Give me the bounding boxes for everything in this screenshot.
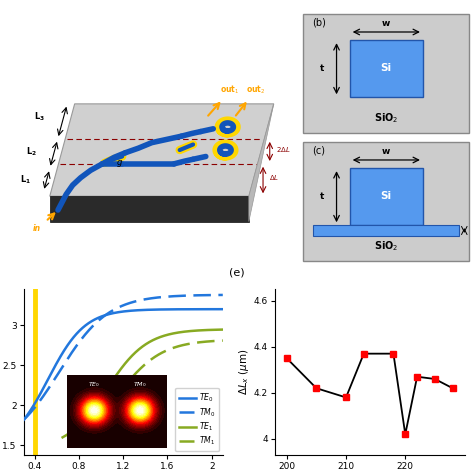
Polygon shape: [50, 104, 273, 196]
$TE_0$: [86, 320, 91, 326]
Text: $g$: $g$: [117, 158, 123, 170]
FancyBboxPatch shape: [303, 142, 469, 261]
Text: t: t: [319, 192, 324, 201]
Text: SiO$_2$: SiO$_2$: [374, 239, 399, 254]
$TE_0$: [45, 377, 51, 383]
Text: (b): (b): [312, 18, 326, 28]
$TE_1$: [146, 339, 152, 345]
Bar: [350, 168, 423, 225]
$TM_0$: [146, 296, 152, 301]
FancyBboxPatch shape: [303, 14, 469, 133]
$TE_1$: [164, 332, 170, 337]
Text: $\Delta L$: $\Delta L$: [269, 173, 280, 182]
Text: Si: Si: [381, 191, 392, 201]
$TE_1$: [100, 392, 105, 398]
$TM_1$: [146, 358, 152, 364]
$TE_1$: [165, 332, 171, 337]
Bar: [313, 225, 459, 236]
$TM_0$: [100, 314, 105, 320]
Text: w: w: [382, 147, 391, 156]
Bar: [350, 40, 423, 97]
Text: t: t: [319, 64, 324, 73]
Text: 2$\Delta L$: 2$\Delta L$: [276, 145, 291, 154]
$TE_1$: [220, 327, 226, 332]
Text: (e): (e): [229, 267, 245, 277]
$TM_1$: [165, 347, 171, 353]
$TM_0$: [86, 328, 91, 333]
$TM_1$: [220, 338, 226, 344]
$TM_0$: [45, 387, 51, 392]
Text: (c): (c): [312, 146, 325, 156]
Line: $TE_1$: $TE_1$: [63, 329, 223, 438]
$TM_1$: [164, 347, 170, 353]
Text: $\mathbf{L_3}$: $\mathbf{L_3}$: [34, 110, 46, 123]
Text: SiO$_2$: SiO$_2$: [374, 111, 399, 126]
$TE_0$: [21, 417, 27, 423]
$TM_0$: [220, 292, 226, 298]
Legend: $TE_0$, $TM_0$, $TE_1$, $TM_1$: $TE_0$, $TM_0$, $TE_1$, $TM_1$: [175, 388, 219, 451]
Text: out$_2$: out$_2$: [246, 83, 265, 96]
Line: $TM_1$: $TM_1$: [82, 341, 223, 431]
$TM_1$: [100, 410, 105, 416]
Y-axis label: $\Delta L_x$ ($\mu$m): $\Delta L_x$ ($\mu$m): [237, 349, 251, 395]
$TE_1$: [86, 412, 91, 418]
$TM_1$: [86, 423, 91, 429]
Text: out$_1$: out$_1$: [220, 83, 239, 96]
$TE_0$: [100, 313, 105, 319]
Polygon shape: [249, 104, 273, 221]
$TE_0$: [164, 307, 170, 312]
$TM_0$: [165, 294, 171, 300]
Line: $TM_0$: $TM_0$: [24, 295, 223, 420]
Polygon shape: [50, 196, 249, 221]
$TM_0$: [21, 417, 27, 423]
Text: Si: Si: [381, 63, 392, 73]
Text: $\mathbf{L_1}$: $\mathbf{L_1}$: [20, 174, 31, 186]
$TE_0$: [165, 307, 171, 312]
Text: $\mathbf{L_2}$: $\mathbf{L_2}$: [27, 145, 37, 158]
Text: w: w: [382, 19, 391, 28]
$TE_0$: [146, 307, 152, 313]
$TE_0$: [220, 306, 226, 312]
Line: $TE_0$: $TE_0$: [24, 309, 223, 420]
$TM_0$: [164, 294, 170, 300]
Text: in: in: [33, 224, 41, 233]
